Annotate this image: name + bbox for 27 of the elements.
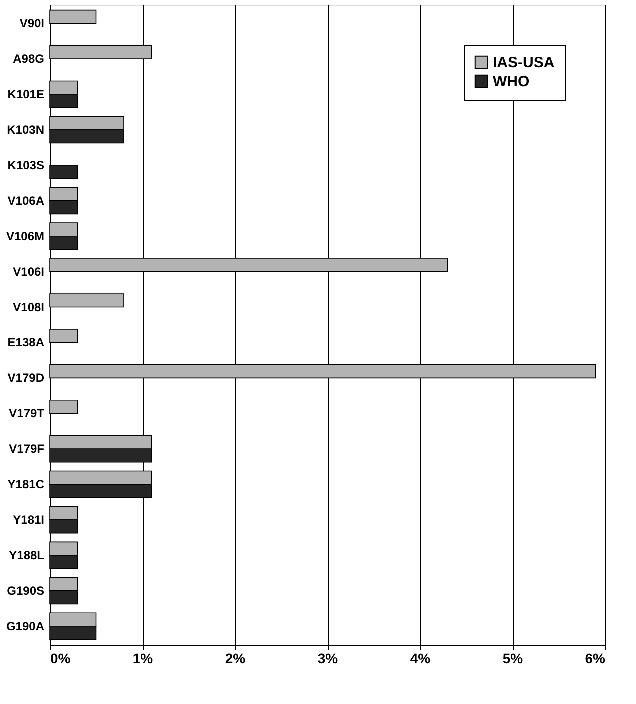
y-tick-label: A98G <box>13 52 44 66</box>
legend-label: IAS-USA <box>493 54 555 72</box>
x-tick-label: 0% <box>50 650 72 666</box>
x-tick-label: 2% <box>225 650 246 666</box>
y-tick-label: V179F <box>9 442 44 456</box>
y-tick-label: V179D <box>8 371 45 386</box>
y-tick-label: E138A <box>8 336 45 350</box>
x-tick-label: 4% <box>410 650 432 666</box>
y-tick-label: V106A <box>8 194 45 208</box>
legend-label: WHO <box>493 74 530 90</box>
y-tick-label: V108I <box>13 300 44 314</box>
x-tick-label: 3% <box>318 650 339 666</box>
y-tick-label: K101E <box>8 88 44 102</box>
y-tick-label: V106I <box>13 264 44 279</box>
x-tick-label: 6% <box>585 650 606 666</box>
x-tick-label: 5% <box>502 650 524 666</box>
y-tick-label: G190A <box>6 619 45 634</box>
y-tick-label: Y188L <box>9 548 44 562</box>
y-tick-label: Y181I <box>13 513 44 528</box>
y-tick-label: G190S <box>7 584 44 598</box>
x-tick-label: 1% <box>132 650 154 666</box>
y-tick-label: K103N <box>7 122 44 137</box>
y-tick-label: V90I <box>20 16 44 31</box>
y-tick-label: K103S <box>8 158 44 172</box>
y-tick-label: Y181C <box>8 478 45 492</box>
y-tick-label: V106M <box>6 229 44 244</box>
y-tick-label: V179T <box>9 406 46 421</box>
